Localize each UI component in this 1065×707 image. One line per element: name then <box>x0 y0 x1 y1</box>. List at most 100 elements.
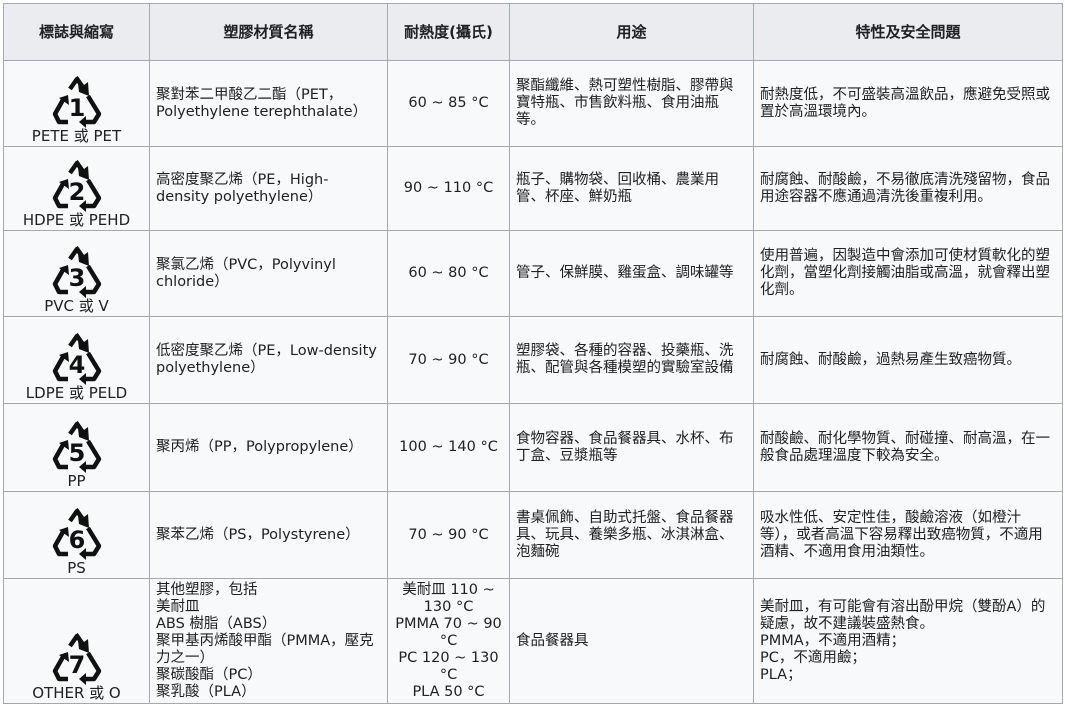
logo-cell: 6 PS <box>3 491 150 579</box>
material-name-line: 聚碳酸酯（PC） <box>156 666 262 683</box>
material-name-cell: 聚苯乙烯（PS，Polystyrene） <box>149 491 388 579</box>
header-heat-resistance: 耐熱度(攝氏) <box>387 3 510 61</box>
logo-cell: 3 PVC 或 V <box>3 230 150 317</box>
header-safety: 特性及安全問題 <box>753 3 1063 61</box>
heat-resistance-cell: 70 ~ 90 °C <box>387 316 510 404</box>
safety-line: 耐熱度低，不可盛裝高溫飲品，應避免受照或置於高溫環境內。 <box>760 86 1050 120</box>
safety-line: PMMA，不適用酒精； <box>760 632 906 649</box>
abbreviation: OTHER 或 O <box>32 684 121 702</box>
material-name-cell: 其他塑膠，包括 美耐皿 ABS 樹脂（ABS） 聚甲基丙烯酸甲酯（PMMA，壓克力之一… <box>149 578 388 704</box>
safety-cell: 耐酸鹼、耐化學物質、耐碰撞、耐高溫，在一般食品處理溫度下較為安全。 <box>753 403 1063 492</box>
logo-cell: 5 PP <box>3 403 150 492</box>
logo-cell: 2 HDPE 或 PEHD <box>3 146 150 231</box>
material-name-cell: 聚氯乙烯（PVC，Polyvinyl chloride） <box>149 230 388 317</box>
material-name-line: 聚對苯二甲酸乙二酯（PET，Polyethylene terephthalate… <box>156 86 368 120</box>
uses-cell: 聚酯纖維、熱可塑性樹脂、膠帶與寶特瓶、市售飲料瓶、食用油瓶等。 <box>509 60 754 147</box>
table-row: 2 HDPE 或 PEHD 高密度聚乙烯（PE，High-density polye… <box>3 146 1063 231</box>
safety-line: 使用普遍，因製造中會添加可使材質軟化的塑化劑，當塑化劑接觸油脂或高溫，就會釋出塑… <box>760 248 1050 298</box>
heat-resistance-line: 60 ~ 85 °C <box>408 95 489 111</box>
logo-cell: 1 PETE 或 PET <box>3 60 150 147</box>
abbreviation: PETE 或 PET <box>31 127 122 145</box>
material-name-line: 美耐皿 <box>156 598 200 615</box>
recycle-triangle-icon: 3 <box>4 246 149 298</box>
safety-cell: 美耐皿，有可能會有溶出酚甲烷（雙酚A）的疑慮，故不建議裝盛熱食。 PMMA，不適用… <box>753 578 1063 704</box>
header-material-name: 塑膠材質名稱 <box>149 3 388 61</box>
heat-resistance-line: 美耐皿 110 ~ 130 °C <box>402 581 495 615</box>
heat-resistance-line: PLA 50 °C <box>412 683 485 700</box>
table-row: 1 PETE 或 PET 聚對苯二甲酸乙二酯（PET，Polyethylene te… <box>3 60 1063 147</box>
safety-line: PC，不適用鹼； <box>760 649 866 666</box>
logo-cell: 4 LDPE 或 PELD <box>3 316 150 404</box>
uses-cell: 食品餐器具 <box>509 578 754 704</box>
heat-resistance-line: PMMA 70 ~ 90 °C <box>395 615 502 649</box>
recycle-triangle-icon: 7 <box>4 633 149 685</box>
heat-resistance-line: 100 ~ 140 °C <box>399 439 498 455</box>
recycle-triangle-icon: 5 <box>4 421 149 473</box>
recycle-code-number: 1 <box>68 94 85 122</box>
uses-cell: 食物容器、食品餐器具、水杯、布丁盒、豆漿瓶等 <box>509 403 754 492</box>
material-name-line: 其他塑膠，包括 <box>156 581 258 598</box>
material-name-cell: 低密度聚乙烯（PE，Low-density polyethylene） <box>149 316 388 404</box>
material-name-line: 聚氯乙烯（PVC，Polyvinyl chloride） <box>156 256 336 290</box>
material-name-cell: 聚對苯二甲酸乙二酯（PET，Polyethylene terephthalate… <box>149 60 388 147</box>
heat-resistance-line: PC 120 ~ 130 °C <box>398 649 499 683</box>
uses-cell: 管子、保鮮膜、雞蛋盒、調味罐等 <box>509 230 754 317</box>
recycle-code-number: 5 <box>68 439 85 467</box>
material-name-cell: 高密度聚乙烯（PE，High-density polyethylene） <box>149 146 388 231</box>
header-uses: 用途 <box>509 3 754 61</box>
material-name-line: 高密度聚乙烯（PE，High-density polyethylene） <box>156 171 329 205</box>
table-row: 5 PP 聚丙烯（PP，Polypropylene） 100 ~ 140 °C 食物容器… <box>3 403 1063 492</box>
uses-cell: 塑膠袋、各種的容器、投藥瓶、洗瓶、配管與各種模塑的實驗室設備 <box>509 316 754 404</box>
header-logo: 標誌與縮寫 <box>3 3 150 61</box>
material-name-line: 聚甲基丙烯酸甲酯（PMMA，壓克力之一） <box>156 632 374 666</box>
header-row: 標誌與縮寫 塑膠材質名稱 耐熱度(攝氏) 用途 特性及安全問題 <box>3 3 1063 61</box>
material-name-line: 低密度聚乙烯（PE，Low-density polyethylene） <box>156 343 377 376</box>
safety-line: 耐酸鹼、耐化學物質、耐碰撞、耐高溫，在一般食品處理溫度下較為安全。 <box>760 430 1050 464</box>
uses-cell: 瓶子、購物袋、回收桶、農業用管、杯座、鮮奶瓶 <box>509 146 754 231</box>
recycle-triangle-icon: 6 <box>4 508 149 560</box>
material-name-line: 聚乳酸（PLA） <box>156 683 256 700</box>
heat-resistance-cell: 美耐皿 110 ~ 130 °C PMMA 70 ~ 90 °C PC 120 ~ … <box>387 578 510 704</box>
table-row: 6 PS 聚苯乙烯（PS，Polystyrene） 70 ~ 90 °C 書桌佩飾、自助… <box>3 491 1063 579</box>
abbreviation: PVC 或 V <box>44 297 109 315</box>
abbreviation: PS <box>67 559 86 577</box>
heat-resistance-cell: 70 ~ 90 °C <box>387 491 510 579</box>
material-name-line: 聚丙烯（PP，Polypropylene） <box>156 439 363 455</box>
table-row: 3 PVC 或 V 聚氯乙烯（PVC，Polyvinyl chloride） 60 ~… <box>3 230 1063 317</box>
abbreviation: LDPE 或 PELD <box>25 384 128 402</box>
uses-cell: 書桌佩飾、自助式托盤、食品餐器具、玩具、養樂多瓶、冰淇淋盒、泡麵碗 <box>509 491 754 579</box>
heat-resistance-line: 90 ~ 110 °C <box>403 180 494 196</box>
logo-cell: 7 OTHER 或 O <box>3 578 150 704</box>
heat-resistance-cell: 60 ~ 80 °C <box>387 230 510 317</box>
recycle-code-number: 7 <box>68 651 85 679</box>
abbreviation: HDPE 或 PEHD <box>22 211 131 229</box>
heat-resistance-cell: 60 ~ 85 °C <box>387 60 510 147</box>
heat-resistance-cell: 90 ~ 110 °C <box>387 146 510 231</box>
material-name-line: ABS 樹脂（ABS） <box>156 615 277 632</box>
safety-cell: 耐腐蝕、耐酸鹼，過熱易產生致癌物質。 <box>753 316 1063 404</box>
safety-line: 美耐皿，有可能會有溶出酚甲烷（雙酚A）的疑慮，故不建議裝盛熱食。 <box>760 598 1046 632</box>
plastic-recycling-codes-table: 標誌與縮寫 塑膠材質名稱 耐熱度(攝氏) 用途 特性及安全問題 1 PETE 或 … <box>3 3 1063 704</box>
recycle-triangle-icon: 4 <box>4 333 149 385</box>
safety-line: PLA； <box>760 666 802 683</box>
safety-cell: 吸水性低、安定性佳，酸鹼溶液（如橙汁等），或者高溫下容易釋出致癌物質，不適用酒精… <box>753 491 1063 579</box>
material-name-line: 聚苯乙烯（PS，Polystyrene） <box>156 526 360 543</box>
material-name-cell: 聚丙烯（PP，Polypropylene） <box>149 403 388 492</box>
abbreviation: PP <box>67 472 86 490</box>
recycle-code-number: 3 <box>68 264 85 292</box>
safety-cell: 耐腐蝕、耐酸鹼，不易徹底清洗殘留物，食品用途容器不應通過清洗後重複利用。 <box>753 146 1063 231</box>
heat-resistance-line: 70 ~ 90 °C <box>408 526 489 543</box>
heat-resistance-line: 70 ~ 90 °C <box>408 351 489 368</box>
safety-line: 吸水性低、安定性佳，酸鹼溶液（如橙汁等），或者高溫下容易釋出致癌物質，不適用酒精… <box>760 509 1043 560</box>
recycle-code-number: 6 <box>68 526 85 554</box>
safety-line: 耐腐蝕、耐酸鹼，過熱易產生致癌物質。 <box>760 351 1021 368</box>
safety-cell: 使用普遍，因製造中會添加可使材質軟化的塑化劑，當塑化劑接觸油脂或高溫，就會釋出塑… <box>753 230 1063 317</box>
safety-cell: 耐熱度低，不可盛裝高溫飲品，應避免受照或置於高溫環境內。 <box>753 60 1063 147</box>
recycle-triangle-icon: 1 <box>4 76 149 128</box>
table-row: 7 OTHER 或 O 其他塑膠，包括 美耐皿 ABS 樹脂（ABS） 聚甲基丙烯酸甲酯（… <box>3 578 1063 704</box>
recycle-triangle-icon: 2 <box>4 160 149 212</box>
recycle-code-number: 4 <box>68 351 85 379</box>
safety-line: 耐腐蝕、耐酸鹼，不易徹底清洗殘留物，食品用途容器不應通過清洗後重複利用。 <box>760 171 1050 205</box>
recycle-code-number: 2 <box>68 178 85 206</box>
table-row: 4 LDPE 或 PELD 低密度聚乙烯（PE，Low-density polyet… <box>3 316 1063 404</box>
